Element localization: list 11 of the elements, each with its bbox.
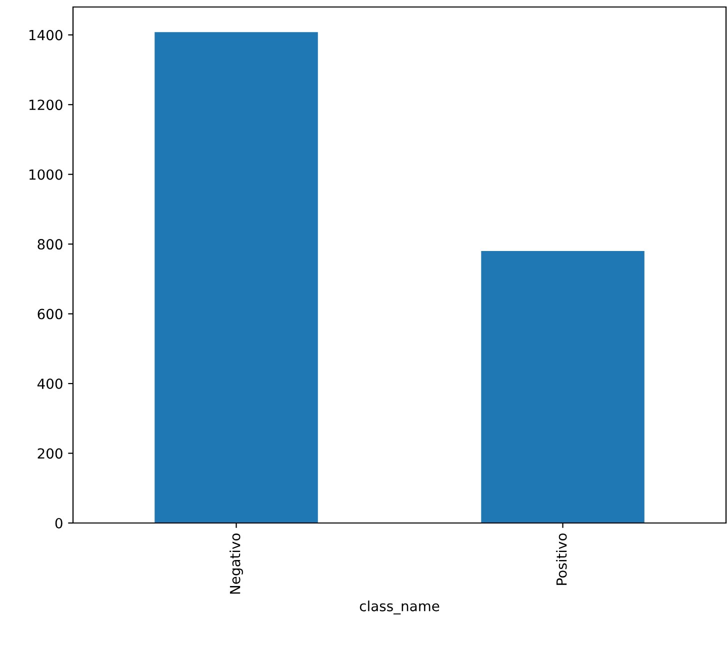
x-axis-title: class_name xyxy=(360,600,440,614)
y-tick-label: 200 xyxy=(38,448,62,459)
y-tick-label: 600 xyxy=(38,308,62,320)
y-tick-label: 1200 xyxy=(29,100,62,110)
x-tick-label: Negativo xyxy=(230,533,243,594)
y-tick-label: 1400 xyxy=(29,30,62,40)
x-tick-label: Positivo xyxy=(556,533,567,585)
y-tick-label: 400 xyxy=(37,378,62,390)
y-tick-label: 1000 xyxy=(29,169,62,180)
y-tick-label: 800 xyxy=(38,239,62,250)
y-tick-label: 0 xyxy=(55,518,62,528)
